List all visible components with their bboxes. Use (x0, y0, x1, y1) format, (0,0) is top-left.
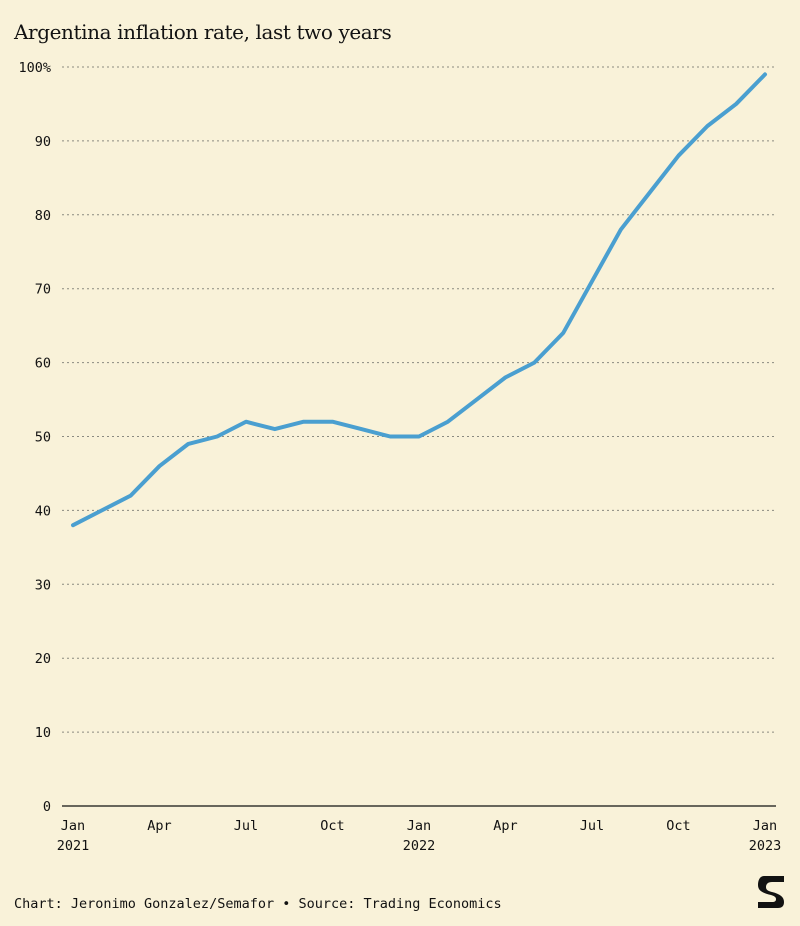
x-tick-label: Oct (666, 818, 690, 834)
x-tick-label: Jan (407, 818, 431, 834)
y-tick-label: 60 (35, 356, 51, 372)
y-axis-tick-labels: 100% 90 80 70 60 50 40 30 20 10 0 (18, 60, 51, 815)
x-tick-year-label: 2021 (57, 838, 90, 854)
x-tick-label: Jul (234, 818, 258, 834)
x-axis-tick-labels: Jan 2021 Apr Jul Oct Jan 2022 Apr Jul Oct Jan 2023 (57, 818, 782, 854)
chart-title: Argentina inflation rate, last two years (14, 20, 392, 44)
y-tick-label: 70 (35, 282, 51, 298)
x-tick-label: Jan (61, 818, 85, 834)
y-tick-label: 90 (35, 134, 51, 150)
x-tick-label: Jan (753, 818, 777, 834)
y-tick-label: 30 (35, 577, 51, 593)
inflation-series-line (71, 72, 767, 528)
y-tick-label: 50 (35, 430, 51, 446)
y-tick-label: 0 (43, 799, 51, 815)
x-tick-label: Jul (580, 818, 604, 834)
y-tick-label: 100% (18, 60, 51, 76)
x-tick-year-label: 2023 (749, 838, 782, 854)
y-tick-label: 10 (35, 725, 51, 741)
y-tick-label: 20 (35, 651, 51, 667)
x-tick-label: Apr (493, 818, 517, 834)
x-tick-year-label: 2022 (403, 838, 436, 854)
y-tick-label: 40 (35, 503, 51, 519)
chart-credit: Chart: Jeronimo Gonzalez/Semafor • Sourc… (14, 896, 502, 912)
x-tick-label: Oct (320, 818, 344, 834)
series-layer (71, 72, 767, 528)
semafor-s-logo-icon (758, 876, 784, 908)
x-tick-label: Apr (147, 818, 171, 834)
y-tick-label: 80 (35, 208, 51, 224)
